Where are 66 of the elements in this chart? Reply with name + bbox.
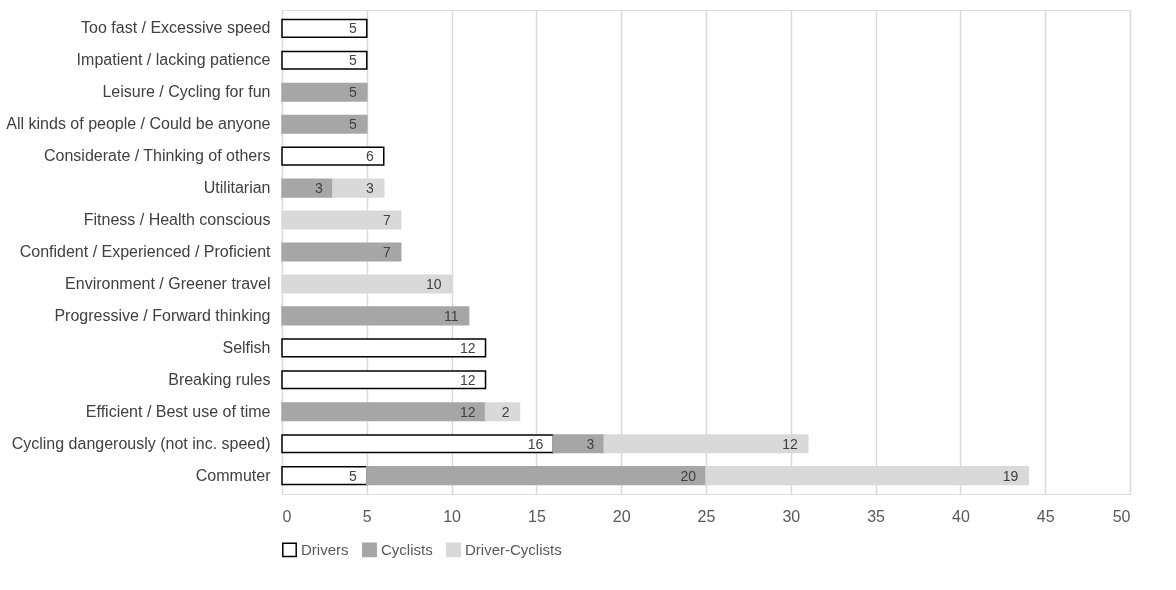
y-tick-label: Environment / Greener travel xyxy=(65,274,271,292)
x-tick-label: 50 xyxy=(1112,507,1131,525)
data-label: 12 xyxy=(459,371,476,388)
y-tick-label: Selfish xyxy=(222,338,271,356)
x-tick-label: 0 xyxy=(282,507,292,525)
y-tick-label: Breaking rules xyxy=(168,370,271,388)
data-label: 2 xyxy=(501,403,510,420)
y-tick-label: Leisure / Cycling for fun xyxy=(102,83,271,101)
legend-label: Driver-Cyclists xyxy=(465,540,562,558)
y-tick-label: Cycling dangerously (not inc. speed) xyxy=(11,434,271,452)
y-tick-label: Confident / Experienced / Proficient xyxy=(19,243,272,260)
x-tick-label: 35 xyxy=(867,507,886,525)
bar xyxy=(281,338,487,358)
bar xyxy=(281,242,402,262)
data-label: 3 xyxy=(365,180,374,197)
data-label: 5 xyxy=(349,84,357,101)
bar xyxy=(552,434,605,454)
x-tick-label: 20 xyxy=(612,507,631,525)
bar xyxy=(281,82,368,102)
x-tick-label: 45 xyxy=(1036,507,1055,525)
y-tick-label: Impatient / lacking patience xyxy=(76,51,271,69)
data-label: 3 xyxy=(315,180,324,197)
data-label: 6 xyxy=(365,148,374,165)
bar xyxy=(281,402,487,422)
bar xyxy=(366,466,707,486)
bar xyxy=(281,114,368,134)
legend-label: Drivers xyxy=(301,540,349,558)
data-label: 12 xyxy=(782,435,798,452)
bar xyxy=(281,466,368,486)
y-tick-label: Considerate / Thinking of others xyxy=(44,147,271,165)
x-tick-label: 10 xyxy=(443,507,462,525)
y-tick-label: Too fast / Excessive speed xyxy=(81,19,271,37)
x-tick-label: 15 xyxy=(528,507,546,525)
x-tick-label: 25 xyxy=(697,507,716,525)
y-tick-label: Efficient / Best use of time xyxy=(85,402,271,420)
bar xyxy=(281,306,470,326)
data-label: 7 xyxy=(382,244,391,260)
y-tick-label: Commuter xyxy=(195,466,272,484)
y-tick-label: All kinds of people / Could be anyone xyxy=(6,115,271,133)
data-label: 5 xyxy=(349,116,357,133)
x-tick-label: 40 xyxy=(952,507,970,525)
data-label: 20 xyxy=(680,467,697,484)
x-tick-label: 30 xyxy=(782,507,801,525)
data-label: 16 xyxy=(527,435,544,452)
bar xyxy=(484,402,521,422)
data-label: 12 xyxy=(459,339,476,356)
bar xyxy=(281,146,385,166)
data-label: 5 xyxy=(349,52,357,69)
y-tick-label: Utilitarian xyxy=(203,179,271,197)
legend-label: Cyclists xyxy=(381,540,433,558)
bar xyxy=(281,178,334,198)
data-label: 3 xyxy=(586,435,595,452)
bar xyxy=(281,50,368,70)
data-label: 11 xyxy=(444,307,459,324)
x-tick-label: 5 xyxy=(362,507,372,525)
data-label: 19 xyxy=(1002,467,1019,484)
y-tick-label: Progressive / Forward thinking xyxy=(54,306,271,324)
data-label: 10 xyxy=(426,275,442,292)
data-label: 7 xyxy=(382,212,391,229)
bar xyxy=(281,434,555,454)
bar xyxy=(281,18,368,38)
data-label: 5 xyxy=(349,467,357,484)
y-tick-label: Fitness / Health conscious xyxy=(83,211,271,229)
data-label: 5 xyxy=(349,20,357,37)
data-label: 12 xyxy=(459,403,476,420)
bar xyxy=(281,370,487,390)
